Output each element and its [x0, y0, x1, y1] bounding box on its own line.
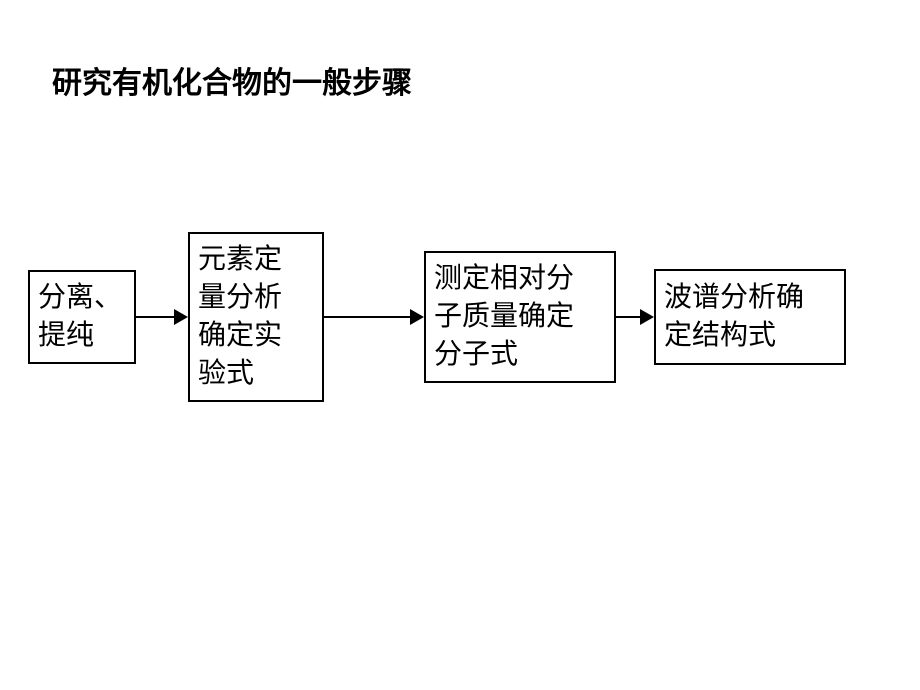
arrow-line — [616, 316, 640, 318]
flow-box-2: 元素定 量分析 确定实 验式 — [188, 232, 324, 402]
flow-box-3-text: 测定相对分 子质量确定 分子式 — [434, 260, 574, 373]
arrow-2 — [324, 309, 424, 325]
arrow-head-icon — [410, 309, 424, 325]
flow-box-4-text: 波谱分析确 定结构式 — [664, 279, 804, 355]
flow-box-2-text: 元素定 量分析 确定实 验式 — [198, 241, 282, 392]
flow-box-1-text: 分离、 提纯 — [38, 279, 122, 355]
page-title: 研究有机化合物的一般步骤 — [52, 58, 412, 102]
flowchart-container: 分离、 提纯 元素定 量分析 确定实 验式 测定相对分 子质量确定 分子式 波谱… — [28, 232, 846, 402]
arrow-line — [136, 316, 174, 318]
arrow-head-icon — [174, 309, 188, 325]
arrow-line — [324, 316, 410, 318]
flow-box-1: 分离、 提纯 — [28, 270, 136, 364]
arrow-1 — [136, 309, 188, 325]
arrow-3 — [616, 309, 654, 325]
flow-box-3: 测定相对分 子质量确定 分子式 — [424, 251, 616, 383]
arrow-head-icon — [640, 309, 654, 325]
flow-box-4: 波谱分析确 定结构式 — [654, 269, 846, 365]
